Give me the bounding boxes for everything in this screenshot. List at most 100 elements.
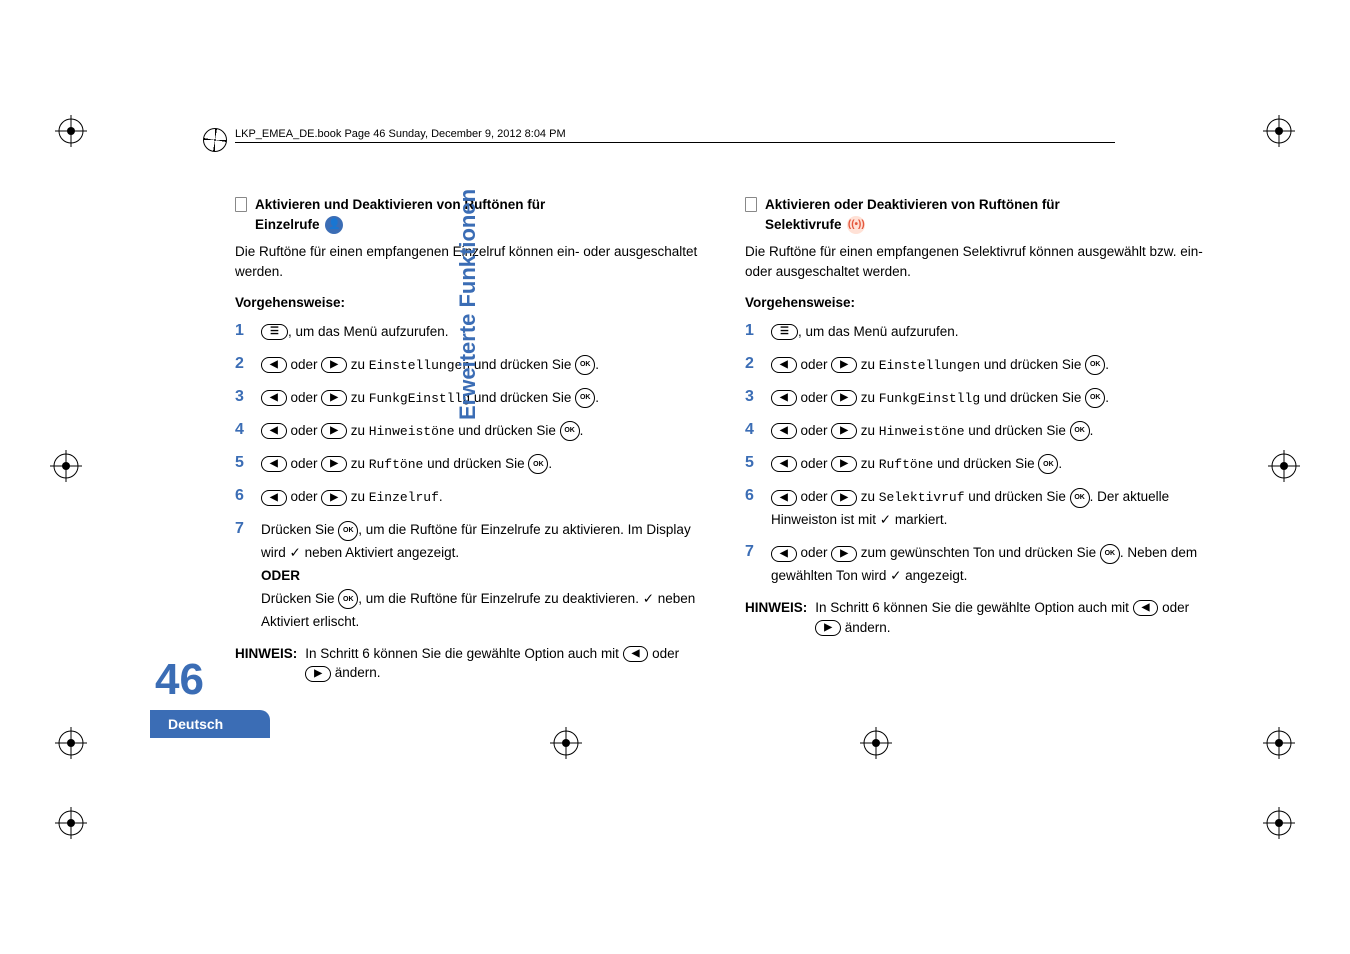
crop-mark (55, 727, 87, 759)
step-num: 6 (745, 486, 757, 505)
step-body: ☰, um das Menü aufzurufen. (261, 321, 705, 344)
ok-button-icon: OK (1085, 355, 1105, 375)
language-tab: Deutsch (150, 710, 270, 738)
antenna-icon: ((•)) (847, 216, 865, 234)
crop-mark (55, 115, 87, 147)
step-num: 6 (235, 486, 247, 505)
step-num: 3 (235, 387, 247, 406)
crop-mark (860, 727, 892, 759)
right-button-icon: ▶ (305, 666, 331, 682)
page-number-block: 46 (155, 655, 204, 705)
crop-mark (1263, 807, 1295, 839)
title-line2: Selektivrufe (765, 217, 842, 232)
step-body: ◀ oder ▶ zum gewünschten Ton und drücken… (771, 542, 1215, 588)
right-button-icon: ▶ (321, 423, 347, 439)
ok-button-icon: OK (1070, 421, 1090, 441)
right-button-icon: ▶ (321, 490, 347, 506)
right-button-icon: ▶ (831, 456, 857, 472)
left-button-icon: ◀ (771, 423, 797, 439)
right-column: Aktivieren oder Deaktivieren von Ruftöne… (745, 195, 1215, 683)
right-button-icon: ▶ (831, 357, 857, 373)
step-body: ◀ oder ▶ zu Ruftöne und drücken Sie OK. (771, 453, 1215, 476)
left-button-icon: ◀ (771, 357, 797, 373)
crop-mark (1268, 450, 1300, 482)
left-button-icon: ◀ (261, 390, 287, 406)
ok-button-icon: OK (1038, 454, 1058, 474)
hinweis-block: HINWEIS: In Schritt 6 können Sie die gew… (745, 598, 1215, 637)
left-button-icon: ◀ (1133, 600, 1159, 616)
step-num: 5 (235, 453, 247, 472)
step-body: ☰, um das Menü aufzurufen. (771, 321, 1215, 344)
step-num: 1 (745, 321, 757, 340)
page-header: LKP_EMEA_DE.book Page 46 Sunday, Decembe… (235, 128, 1115, 143)
header-text: LKP_EMEA_DE.book Page 46 Sunday, Decembe… (235, 128, 566, 140)
right-button-icon: ▶ (815, 620, 841, 636)
ok-button-icon: OK (1100, 544, 1120, 564)
step-body: ◀ oder ▶ zu Selektivruf und drücken Sie … (771, 486, 1215, 532)
left-button-icon: ◀ (261, 456, 287, 472)
page-number: 46 (155, 655, 204, 704)
title-line1: Aktivieren und Deaktivieren von Ruftönen… (255, 197, 545, 212)
hinweis-body: In Schritt 6 können Sie die gewählte Opt… (815, 598, 1215, 637)
step-body: Drücken Sie OK, um die Ruftöne für Einze… (261, 519, 705, 634)
doc-icon (745, 197, 757, 212)
doc-icon (235, 197, 247, 212)
menu-button-icon: ☰ (261, 324, 288, 340)
right-intro: Die Ruftöne für einen empfangenen Selekt… (745, 242, 1215, 281)
right-button-icon: ▶ (321, 456, 347, 472)
ok-button-icon: OK (338, 589, 358, 609)
step-body: ◀ oder ▶ zu Hinweistöne und drücken Sie … (771, 420, 1215, 443)
crop-mark (50, 450, 82, 482)
ok-button-icon: OK (560, 421, 580, 441)
left-button-icon: ◀ (261, 357, 287, 373)
left-button-icon: ◀ (771, 456, 797, 472)
step-num: 3 (745, 387, 757, 406)
step-num: 2 (235, 354, 247, 373)
right-button-icon: ▶ (321, 390, 347, 406)
step-num: 7 (745, 542, 757, 561)
ok-button-icon: OK (1070, 488, 1090, 508)
left-button-icon: ◀ (623, 646, 649, 662)
crop-mark (1263, 115, 1295, 147)
crop-mark (1263, 727, 1295, 759)
hinweis-block: HINWEIS: In Schritt 6 können Sie die gew… (235, 644, 705, 683)
right-button-icon: ▶ (831, 423, 857, 439)
title-line2: Einzelrufe (255, 217, 320, 232)
right-button-icon: ▶ (831, 390, 857, 406)
ok-button-icon: OK (575, 355, 595, 375)
step-body: ◀ oder ▶ zu Hinweistöne und drücken Sie … (261, 420, 705, 443)
right-title: Aktivieren oder Deaktivieren von Ruftöne… (745, 195, 1215, 234)
step-body: ◀ oder ▶ zu Ruftöne und drücken Sie OK. (261, 453, 705, 476)
right-button-icon: ▶ (321, 357, 347, 373)
crop-mark (55, 807, 87, 839)
left-button-icon: ◀ (771, 490, 797, 506)
person-icon: 👤 (325, 216, 343, 234)
step-body: ◀ oder ▶ zu Einzelruf. (261, 486, 705, 509)
ok-button-icon: OK (1085, 388, 1105, 408)
ok-button-icon: OK (338, 521, 358, 541)
step-num: 7 (235, 519, 247, 538)
step-num: 1 (235, 321, 247, 340)
side-section: Erweiterte Funktionen (455, 189, 481, 420)
step-num: 4 (235, 420, 247, 439)
right-button-icon: ▶ (831, 490, 857, 506)
ok-button-icon: OK (575, 388, 595, 408)
ok-button-icon: OK (528, 454, 548, 474)
left-button-icon: ◀ (261, 490, 287, 506)
oder-label: ODER (261, 568, 300, 583)
side-tab: Erweiterte Funktionen (175, 189, 201, 420)
left-button-icon: ◀ (261, 423, 287, 439)
right-button-icon: ▶ (831, 546, 857, 562)
step-body: ◀ oder ▶ zu FunkgEinstllg und drücken Si… (261, 387, 705, 410)
step-num: 2 (745, 354, 757, 373)
step-body: ◀ oder ▶ zu FunkgEinstllg und drücken Si… (771, 387, 1215, 410)
step-num: 4 (745, 420, 757, 439)
menu-button-icon: ☰ (771, 324, 798, 340)
hinweis-label: HINWEIS: (235, 644, 297, 683)
crop-mark (550, 727, 582, 759)
left-button-icon: ◀ (771, 546, 797, 562)
left-button-icon: ◀ (771, 390, 797, 406)
hinweis-body: In Schritt 6 können Sie die gewählte Opt… (305, 644, 705, 683)
hinweis-label: HINWEIS: (745, 598, 807, 637)
step-body: ◀ oder ▶ zu Einstellungen und drücken Si… (261, 354, 705, 377)
